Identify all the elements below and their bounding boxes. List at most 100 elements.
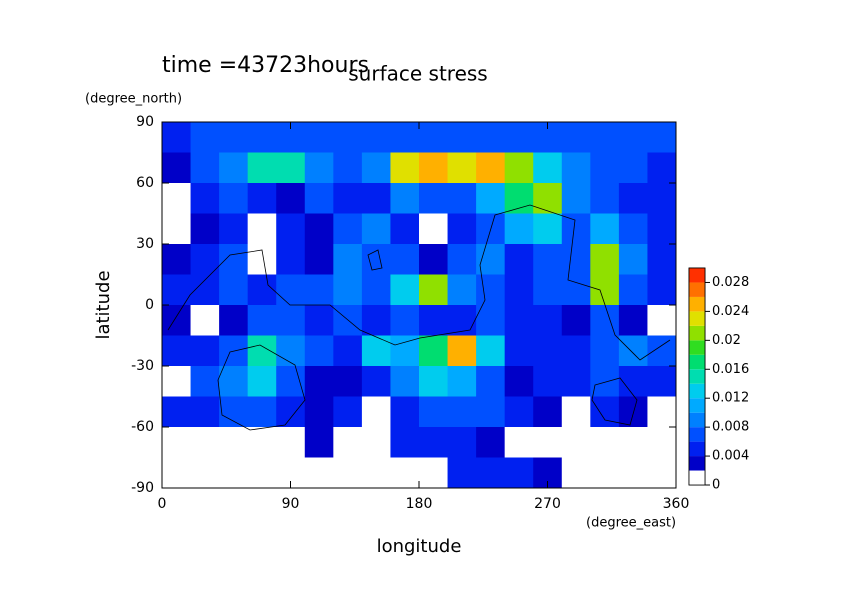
field-cell [361,152,391,184]
field-cell [647,183,676,214]
field-cell [533,152,563,184]
field-cell [276,335,306,367]
field-cell [361,396,391,428]
field-cell [590,183,620,214]
field-cell [304,183,334,214]
field-cell [590,305,620,336]
colorbar-band [689,340,705,355]
field-cell [276,152,306,184]
y-units: (degree_north) [85,92,182,107]
field-cell [504,183,534,214]
field-cell [190,305,220,336]
field-cell [419,335,449,367]
field-cell [447,213,477,245]
x-axis-label: longitude [377,536,462,557]
field-cell [419,213,449,245]
field-cell [333,213,363,245]
field-cell [533,244,563,275]
field-cell [590,213,620,245]
colorbar-tick-label: 0.024 [712,304,749,319]
x-tick-label: 360 [663,496,690,512]
y-axis-label: latitude [93,270,114,339]
field-cell [476,427,506,458]
field-cell [447,427,477,458]
colorbar-tick-label: 0.028 [712,275,749,290]
field-cell [447,244,477,275]
x-tick-label: 90 [282,496,300,512]
x-units: (degree_east) [586,516,676,531]
colorbar-band [689,398,705,413]
field-cell [590,122,620,153]
x-tick-label: 270 [534,496,561,512]
field-cell [247,183,277,214]
field-cell [618,427,648,458]
field-cell [618,305,648,336]
field-cell [618,457,648,488]
colorbar-band [689,470,705,485]
field-cell [390,366,420,397]
field-cell [247,305,277,336]
field-cell [504,335,534,367]
field-cell [647,122,676,153]
field-cell [219,366,249,397]
field-cell [162,152,192,184]
field-cell [618,335,648,367]
field-cell [390,213,420,245]
field-cell [304,152,334,184]
field-cell [190,244,220,275]
field-cell [247,244,277,275]
y-tick-label: 30 [136,236,154,252]
field-cell [647,427,676,458]
field-cell [390,122,420,153]
colorbar-tick-label: 0.004 [712,449,749,464]
field-cell [419,183,449,214]
colorbar-band [689,311,705,326]
field-cell [247,396,277,428]
field-cell [533,427,563,458]
field-cell [561,274,591,306]
field-cell [333,457,363,488]
y-tick-label: -60 [131,419,154,435]
field-cell [561,335,591,367]
field-cell [590,427,620,458]
field-cell [361,335,391,367]
field-cell [247,152,277,184]
field-cell [447,122,477,153]
colorbar-band [689,441,705,457]
field-cell [333,427,363,458]
field-cell [504,122,534,153]
field-cell [476,183,506,214]
field-cell [162,122,192,153]
field-cell [190,335,220,367]
field-cell [447,183,477,214]
field-cell [219,152,249,184]
field-cell [504,305,534,336]
field-cell [361,274,391,306]
field-cell [618,213,648,245]
field-cell [304,427,334,458]
field-cell [504,366,534,397]
colorbar-tick-label: 0.012 [712,391,749,406]
field-cell [504,457,534,488]
field-cell [162,457,192,488]
field-cell [304,213,334,245]
colorbar-band [689,456,705,471]
field-cell [590,457,620,488]
field-cell [419,396,449,428]
colorbar-band [689,412,705,428]
field-cell [561,457,591,488]
field-cell [361,427,391,458]
field-cell [333,183,363,214]
field-cell [162,305,192,336]
field-cell [533,213,563,245]
field-cell [162,396,192,428]
field-cell [590,366,620,397]
field-cell [190,396,220,428]
field-cell [647,305,676,336]
field-cell [219,183,249,214]
field-cell [333,244,363,275]
field-cell [476,274,506,306]
field-cell [561,122,591,153]
field-cell [647,366,676,397]
